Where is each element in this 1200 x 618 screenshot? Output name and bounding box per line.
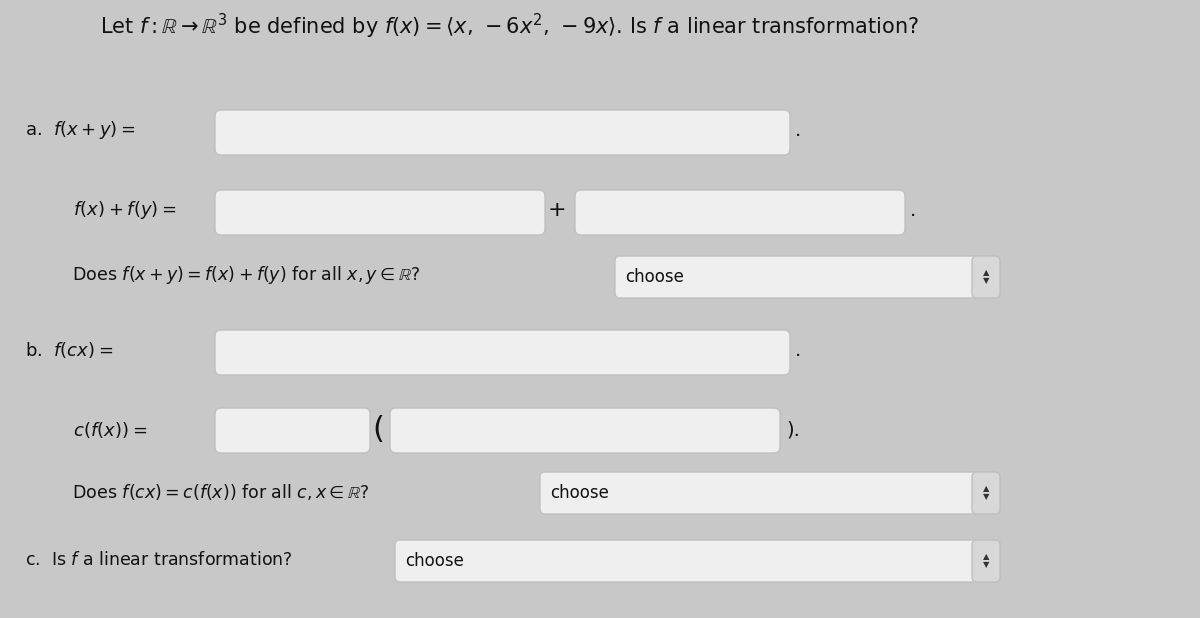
Text: ).: ). [786,420,800,439]
Text: ▲: ▲ [983,552,989,562]
Text: ▲: ▲ [983,268,989,277]
Text: ▼: ▼ [983,493,989,501]
FancyBboxPatch shape [972,540,1000,582]
FancyBboxPatch shape [972,256,1000,298]
Text: ▼: ▼ [983,276,989,286]
Text: .: . [910,200,917,219]
Text: b.  $f(cx) =$: b. $f(cx) =$ [25,340,113,360]
Text: Does $f(x + y) = f(x) + f(y)$ for all $x, y \in \mathbb{R}$?: Does $f(x + y) = f(x) + f(y)$ for all $x… [46,264,420,286]
Text: $c(f(x)) =$: $c(f(x)) =$ [46,420,148,440]
Text: choose: choose [406,552,464,570]
FancyBboxPatch shape [395,540,1000,582]
Text: .: . [796,121,802,140]
Text: Does $f(cx) = c(f(x))$ for all $c, x \in \mathbb{R}$?: Does $f(cx) = c(f(x))$ for all $c, x \in… [46,482,370,502]
FancyBboxPatch shape [540,472,1000,514]
Text: Let $f : \mathbb{R} \rightarrow \mathbb{R}^3$ be defined by $f(x) = \langle x,\,: Let $f : \mathbb{R} \rightarrow \mathbb{… [100,12,919,41]
Text: (: ( [372,415,384,444]
FancyBboxPatch shape [972,472,1000,514]
Text: .: . [796,341,802,360]
Text: a.  $f(x + y) =$: a. $f(x + y) =$ [25,119,136,141]
Text: $f(x) + f(y) =$: $f(x) + f(y) =$ [46,199,176,221]
FancyBboxPatch shape [616,256,1000,298]
Text: +: + [547,200,566,220]
FancyBboxPatch shape [215,408,370,453]
FancyBboxPatch shape [390,408,780,453]
FancyBboxPatch shape [215,190,545,235]
Text: ▲: ▲ [983,485,989,494]
Text: choose: choose [550,484,608,502]
FancyBboxPatch shape [215,330,790,375]
Text: choose: choose [625,268,684,286]
Text: ▼: ▼ [983,561,989,570]
FancyBboxPatch shape [215,110,790,155]
Text: c.  Is $f$ a linear transformation?: c. Is $f$ a linear transformation? [25,551,293,569]
FancyBboxPatch shape [575,190,905,235]
